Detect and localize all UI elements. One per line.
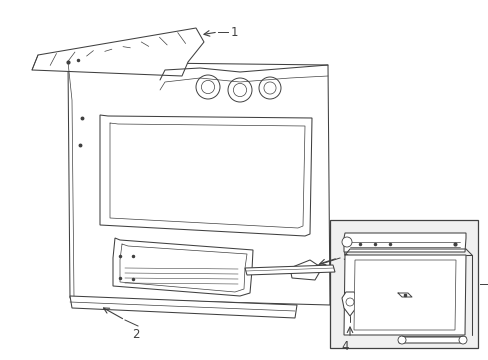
Polygon shape [244,265,334,275]
Polygon shape [343,255,465,335]
Polygon shape [70,296,296,318]
Polygon shape [289,260,321,280]
Polygon shape [113,238,252,296]
Text: 1: 1 [230,26,238,39]
Polygon shape [353,260,455,330]
Circle shape [397,336,405,344]
Circle shape [458,336,466,344]
Polygon shape [341,292,357,316]
Polygon shape [32,28,203,76]
Polygon shape [329,220,477,348]
Polygon shape [100,115,311,236]
Polygon shape [68,62,329,305]
Text: 2: 2 [132,328,139,342]
Text: 4: 4 [341,339,348,352]
Polygon shape [398,337,465,343]
Text: 5: 5 [341,249,348,262]
Polygon shape [343,233,465,252]
Circle shape [341,237,351,247]
